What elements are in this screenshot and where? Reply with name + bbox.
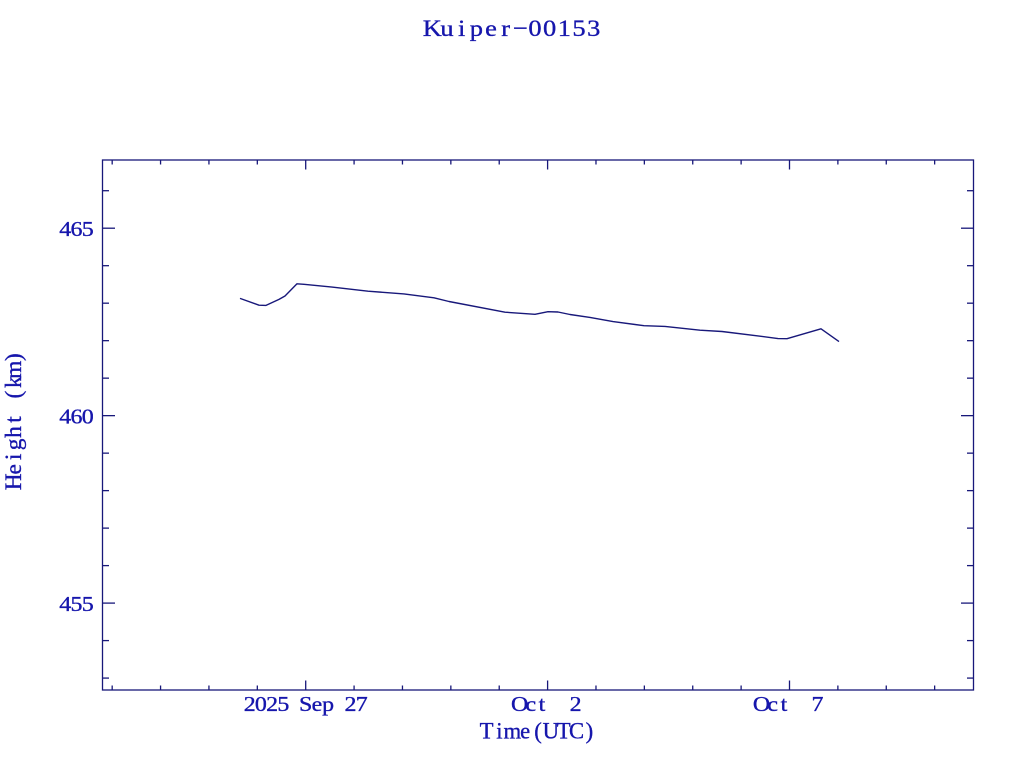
svg-text:Time(UTC): Time(UTC) <box>480 717 594 743</box>
svg-text:2025 Sep 27: 2025 Sep 27 <box>244 692 368 715</box>
svg-text:465: 465 <box>59 218 93 241</box>
svg-text:455: 455 <box>59 593 93 616</box>
svg-text:460: 460 <box>59 405 93 428</box>
svg-text:Height (km): Height (km) <box>1 353 27 490</box>
